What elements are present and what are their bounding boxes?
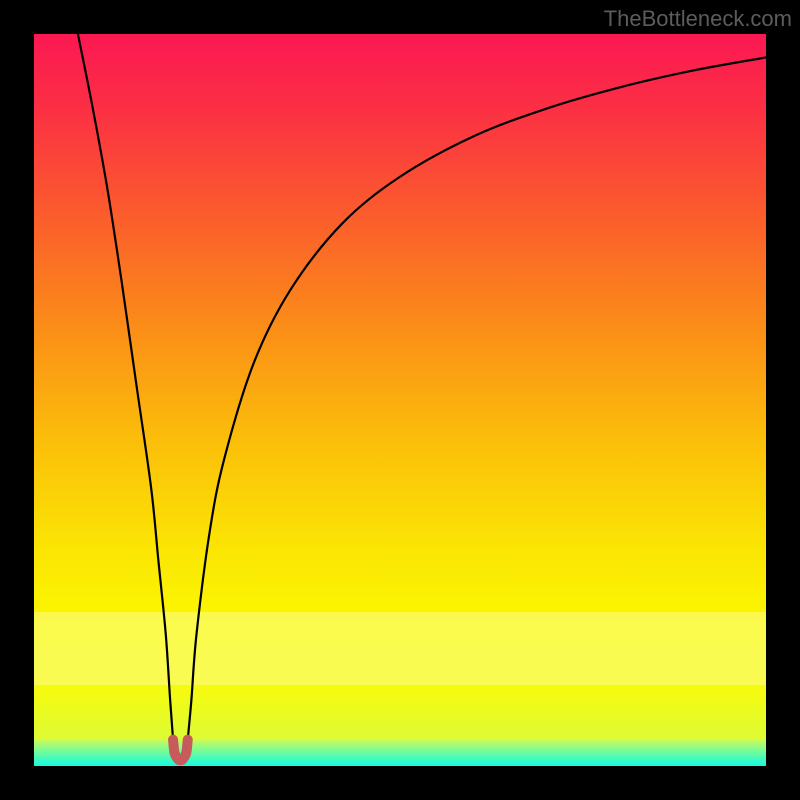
green-bottom-band xyxy=(34,740,766,766)
plot-area xyxy=(34,34,766,766)
chart-container: TheBottleneck.com xyxy=(0,0,800,800)
watermark-text: TheBottleneck.com xyxy=(604,6,792,32)
pale-yellow-band xyxy=(34,612,766,685)
